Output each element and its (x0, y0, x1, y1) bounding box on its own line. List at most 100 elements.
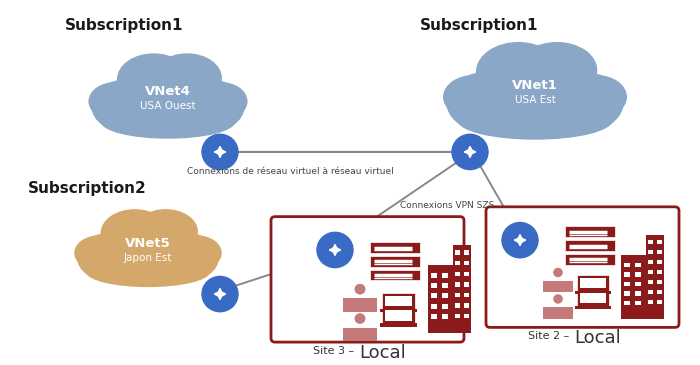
FancyBboxPatch shape (565, 240, 615, 251)
Circle shape (502, 223, 538, 258)
Bar (648, 280, 653, 284)
Bar (657, 280, 662, 284)
Bar (464, 282, 469, 287)
Ellipse shape (78, 233, 148, 281)
Bar (382, 307, 414, 323)
Bar (646, 235, 664, 319)
Circle shape (452, 134, 488, 170)
Bar (648, 240, 653, 245)
Bar (636, 301, 640, 305)
Bar (455, 272, 460, 276)
Text: Subscription1: Subscription1 (65, 18, 183, 32)
Ellipse shape (86, 256, 209, 287)
Ellipse shape (565, 76, 627, 118)
Bar (624, 272, 629, 277)
Text: VNet5: VNet5 (125, 237, 171, 250)
Text: Subscription1: Subscription1 (420, 18, 538, 32)
Ellipse shape (102, 222, 194, 285)
Bar (636, 262, 640, 267)
Bar (379, 309, 416, 312)
Bar (624, 301, 629, 305)
FancyBboxPatch shape (486, 207, 679, 327)
Circle shape (355, 284, 365, 295)
Ellipse shape (353, 328, 368, 339)
FancyBboxPatch shape (565, 254, 615, 265)
Ellipse shape (517, 43, 596, 98)
Bar (382, 293, 414, 309)
Bar (455, 282, 460, 287)
Circle shape (553, 294, 563, 304)
Bar (442, 314, 448, 319)
Bar (620, 255, 645, 319)
Text: Local: Local (359, 344, 406, 362)
Bar (543, 281, 573, 292)
Bar (624, 291, 629, 296)
Bar (384, 310, 412, 320)
Bar (657, 290, 662, 295)
Bar (580, 278, 606, 288)
Bar (384, 296, 412, 306)
Text: Connexions de réseau virtuel à réseau virtuel: Connexions de réseau virtuel à réseau vi… (187, 167, 393, 176)
Bar (455, 250, 460, 255)
Bar (624, 282, 629, 286)
Circle shape (355, 313, 365, 324)
FancyBboxPatch shape (271, 217, 464, 342)
Ellipse shape (353, 299, 368, 310)
Bar (657, 270, 662, 274)
Bar (455, 314, 460, 318)
Ellipse shape (102, 210, 168, 256)
Ellipse shape (477, 43, 560, 101)
Ellipse shape (118, 67, 218, 136)
Bar (464, 250, 469, 255)
Ellipse shape (75, 236, 124, 270)
Bar (648, 260, 653, 264)
FancyBboxPatch shape (370, 270, 420, 280)
Bar (442, 283, 448, 288)
Circle shape (317, 232, 353, 268)
Ellipse shape (89, 83, 142, 120)
Bar (442, 293, 448, 298)
Ellipse shape (134, 210, 197, 254)
Bar (657, 250, 662, 254)
Bar (453, 245, 471, 333)
Ellipse shape (447, 72, 535, 133)
Bar (636, 282, 640, 286)
Bar (575, 291, 611, 294)
FancyBboxPatch shape (370, 256, 420, 266)
Bar (343, 328, 377, 341)
Text: Subscription2: Subscription2 (28, 181, 147, 196)
Bar (580, 293, 606, 303)
Ellipse shape (92, 79, 168, 133)
Bar (464, 261, 469, 265)
Ellipse shape (153, 54, 221, 102)
Text: Japon Est: Japon Est (124, 253, 172, 263)
Bar (431, 273, 437, 278)
Bar (464, 314, 469, 318)
Ellipse shape (168, 79, 244, 133)
Bar (431, 304, 437, 308)
Bar (657, 300, 662, 304)
Ellipse shape (552, 281, 564, 291)
Bar (657, 260, 662, 264)
Bar (657, 240, 662, 245)
Bar (636, 291, 640, 296)
Circle shape (202, 134, 238, 170)
Bar (455, 261, 460, 265)
Bar (464, 293, 469, 297)
Ellipse shape (552, 307, 564, 317)
Bar (455, 293, 460, 297)
Ellipse shape (478, 57, 592, 137)
Bar (648, 290, 653, 295)
Bar (577, 290, 609, 306)
Bar (343, 298, 377, 312)
Text: USA Est: USA Est (514, 95, 555, 105)
Text: Site 2 –: Site 2 – (528, 331, 573, 341)
Bar (575, 306, 611, 309)
Text: Site 3 –: Site 3 – (313, 346, 358, 356)
Ellipse shape (118, 54, 190, 105)
Ellipse shape (102, 105, 235, 138)
Bar (648, 300, 653, 304)
Bar (648, 270, 653, 274)
Text: VNet4: VNet4 (145, 85, 191, 98)
Ellipse shape (535, 72, 623, 133)
